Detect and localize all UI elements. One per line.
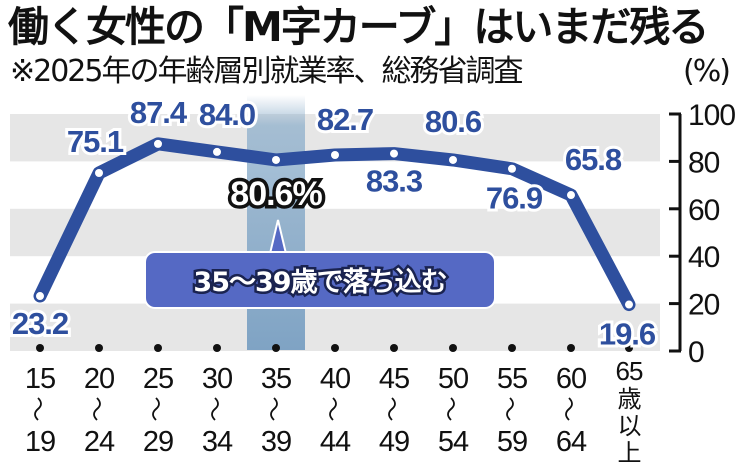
x-tick-dot — [272, 344, 280, 352]
chart-subtitle: ※2025年の年齢層別就業率、総務省調査 — [10, 54, 523, 89]
x-tick-dot — [36, 344, 44, 352]
svg-text:50: 50 — [438, 363, 468, 395]
callout-box — [144, 251, 496, 309]
data-point — [390, 149, 398, 158]
grid-band — [10, 303, 660, 351]
y-tick-label: 20 — [688, 289, 720, 322]
x-tick-dot — [154, 344, 162, 352]
x-tick-dot — [213, 344, 221, 352]
y-axis: 0 20 40 60 80 100 — [669, 99, 736, 369]
svg-text:44: 44 — [320, 426, 351, 458]
svg-text:39: 39 — [261, 426, 291, 458]
x-tick-dot — [567, 344, 575, 352]
svg-text:19: 19 — [25, 426, 55, 458]
highlight-column-35-39 — [247, 95, 305, 350]
data-value-label: 65.8 — [565, 142, 622, 177]
x-tick-dot — [449, 344, 457, 352]
y-tick-label: 0 — [688, 336, 704, 369]
svg-text:34: 34 — [202, 426, 233, 458]
background-bands — [10, 114, 660, 351]
x-axis: 1519202425293034353940444549505455596064… — [25, 344, 644, 467]
y-tick-label: 40 — [688, 241, 720, 274]
svg-text:59: 59 — [497, 426, 527, 458]
data-point — [154, 139, 162, 148]
y-tick-label: 100 — [688, 99, 735, 132]
y-tick-label: 80 — [688, 146, 720, 179]
data-value-label: 76.9 — [486, 181, 543, 216]
x-tick-dot — [331, 344, 339, 352]
y-tick-label: 60 — [688, 194, 720, 227]
data-value-label: 83.3 — [366, 164, 423, 199]
svg-text:歳: 歳 — [618, 386, 642, 413]
x-tick-label: 55 59 — [497, 363, 528, 458]
svg-text:55: 55 — [497, 363, 527, 395]
data-point — [508, 164, 516, 173]
data-point — [567, 191, 575, 200]
svg-text:20: 20 — [84, 363, 114, 395]
svg-text:24: 24 — [84, 426, 115, 458]
data-point — [272, 155, 280, 164]
svg-text:49: 49 — [379, 426, 409, 458]
svg-text:15: 15 — [25, 363, 55, 395]
y-axis-unit: (%) — [683, 54, 731, 89]
data-value-label: 75.1 — [67, 124, 124, 159]
svg-text:25: 25 — [143, 363, 173, 395]
data-point — [36, 292, 44, 301]
svg-text:40: 40 — [320, 363, 350, 395]
svg-text:64: 64 — [556, 426, 587, 458]
data-value-label: 84.0 — [199, 97, 255, 132]
callout-text: 35〜39歳で落ち込む — [193, 267, 446, 298]
x-tick-dot — [95, 344, 103, 352]
data-point — [625, 300, 633, 309]
data-value-label: 87.4 — [130, 95, 188, 130]
x-tick-label: 30 34 — [202, 363, 234, 458]
data-value-label: 23.2 — [12, 306, 68, 341]
x-tick-label: 45 49 — [379, 363, 410, 458]
svg-text:35: 35 — [261, 363, 291, 395]
callout-group: 35〜39歳で落ち込む 80.6% — [144, 172, 496, 309]
x-tick-label: 60 64 — [556, 363, 588, 458]
svg-text:29: 29 — [143, 426, 173, 458]
data-point — [331, 151, 339, 160]
grid-band — [10, 208, 660, 257]
data-value-label: 82.7 — [317, 102, 373, 137]
svg-text:上: 上 — [618, 440, 641, 467]
chart-title: 働く女性の「M字カーブ」はいまだ残る — [8, 3, 709, 51]
highlight-value-label: 80.6% — [230, 175, 322, 213]
svg-text:60: 60 — [556, 363, 586, 395]
x-tick-dot — [625, 344, 633, 352]
x-tick-label: 25 29 — [143, 363, 174, 458]
svg-text:以: 以 — [618, 413, 642, 440]
x-tick-dot — [390, 344, 398, 352]
svg-text:30: 30 — [202, 363, 232, 395]
svg-text:54: 54 — [438, 426, 469, 458]
data-point — [95, 169, 103, 178]
x-tick-label: 40 44 — [320, 363, 352, 458]
data-points — [36, 139, 633, 309]
data-value-label: 19.6 — [599, 317, 656, 352]
svg-text:65: 65 — [616, 356, 643, 386]
x-tick-dot — [508, 344, 516, 352]
data-labels: 23.2 75.187.4 84.0 82.7 83.380.6 76.9 65.8 19.6 — [9, 92, 660, 355]
data-value-label: 80.6 — [425, 104, 482, 139]
x-tick-label: 35 39 — [261, 363, 292, 458]
svg-text:45: 45 — [379, 363, 409, 395]
data-point — [213, 147, 221, 156]
data-point — [449, 155, 457, 164]
x-tick-label: 50 54 — [438, 363, 470, 458]
